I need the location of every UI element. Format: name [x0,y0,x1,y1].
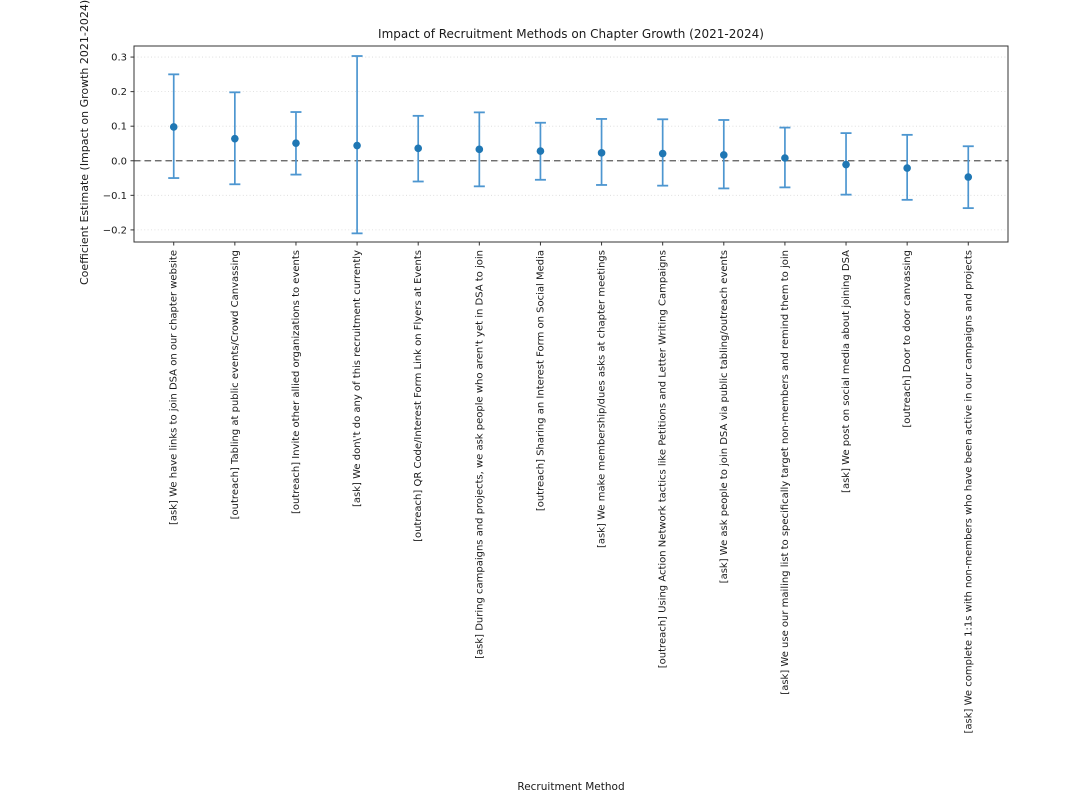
x-tick-label: [ask] We complete 1:1s with non-members … [963,250,974,733]
estimate-marker [169,123,178,131]
errorbar-point [901,133,913,201]
x-tick-label: [outreach] Sharing an Interest Form on S… [535,250,546,511]
x-tick-label: [ask] We use our mailing list to specifi… [780,250,791,695]
estimate-marker [231,134,239,143]
errorbar-point [718,119,730,190]
y-tick-label: 0.3 [111,53,127,64]
errorbar-point [779,126,791,189]
errorbar-point [657,118,669,187]
errorbar-point [351,55,363,235]
x-tick-label: [outreach] QR Code/Interest Form Link on… [413,250,424,542]
errorbar-point [229,91,241,186]
estimate-marker [597,149,606,157]
estimate-marker [475,145,484,154]
estimate-marker [292,139,300,147]
gridlines-layer [134,56,1008,231]
y-tick-label: 0.2 [111,87,127,98]
data-layer [168,55,974,235]
x-tick-label: [ask] We ask people to join DSA via publ… [719,250,730,583]
axes-frame [133,45,1009,243]
estimate-marker [353,141,361,150]
y-tick-label: −0.2 [103,225,127,236]
x-tick-label: [ask] We have links to join DSA on our c… [169,250,180,525]
estimate-marker [781,154,789,162]
estimate-marker [658,149,667,158]
estimate-marker [536,147,545,155]
estimate-marker [414,144,423,153]
y-tick-label: −0.1 [103,191,127,202]
x-tick-label: [ask] During campaigns and projects, we … [474,250,485,659]
errorbar-point [412,114,424,183]
chart-title: Impact of Recruitment Methods on Chapter… [378,27,764,41]
errorbar-point [168,73,180,179]
x-tick-label: [ask] We make membership/dues asks at ch… [597,250,608,548]
x-tick-label: [ask] We don\'t do any of this recruitme… [352,250,363,507]
x-tick-label: [outreach] Invite other allied organizat… [291,250,302,514]
errorbar-point [534,121,546,181]
errorbar-point [596,118,608,186]
errorbar-point [962,145,974,210]
x-tick-label: [outreach] Using Action Network tactics … [658,250,669,668]
x-tick-label: [ask] We post on social media about join… [841,250,852,493]
x-tick-label: [outreach] Tabling at public events/Crow… [230,250,241,519]
errorbar-point [290,111,302,176]
x-tick-label: [outreach] Door to door canvassing [902,250,913,428]
y-tick-label: 0.1 [111,122,127,133]
y-axis-title: Coefficient Estimate (Impact on Growth 2… [78,0,91,285]
x-axis-title: Recruitment Method [517,781,624,793]
errorbar-point [473,111,485,188]
estimate-marker [964,173,973,181]
errorbar-point [840,132,852,196]
estimate-marker [903,164,911,172]
estimate-marker [842,160,850,169]
estimate-marker [719,151,728,159]
y-tick-label: 0.0 [111,156,127,167]
ticks-layer: 0.3 0.2 0.1 0.0 −0.1 −0.2 [ask] We have links … [103,53,975,734]
